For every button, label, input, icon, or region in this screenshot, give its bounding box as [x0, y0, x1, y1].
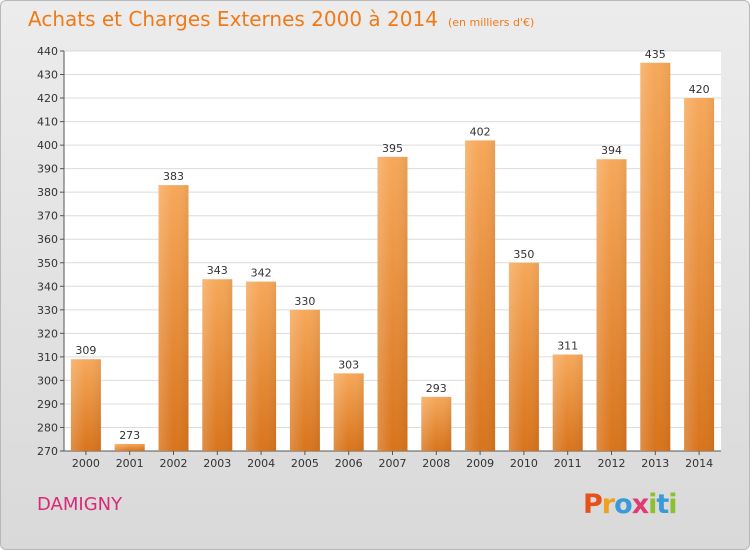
logo-letter: i: [648, 489, 657, 520]
x-tick-label: 2001: [116, 457, 144, 470]
bar-shine: [421, 396, 452, 451]
x-tick-label: 2004: [247, 457, 275, 470]
x-tick-label: 2003: [203, 457, 231, 470]
y-tick-label: 310: [37, 351, 58, 364]
x-tick-label: 2010: [510, 457, 538, 470]
bar-shine: [114, 443, 145, 451]
x-tick-label: 2011: [554, 457, 582, 470]
data-label: 311: [557, 340, 578, 353]
data-label: 435: [645, 48, 666, 61]
x-tick-label: 2008: [422, 457, 450, 470]
chart-unit: (en milliers d'€): [447, 16, 535, 29]
x-tick-label: 2006: [335, 457, 363, 470]
bar-shine: [684, 98, 715, 451]
bar-shine: [596, 159, 627, 451]
logo-letter: r: [601, 489, 615, 520]
logo-letter: i: [668, 489, 677, 520]
bar-shine: [465, 140, 496, 452]
x-tick-label: 2012: [598, 457, 626, 470]
y-tick-label: 330: [37, 304, 58, 317]
x-tick-label: 2009: [466, 457, 494, 470]
chart-title: Achats et Charges Externes 2000 à 2014 (e…: [28, 7, 534, 31]
town-name: DAMIGNY: [37, 494, 123, 515]
y-tick-label: 290: [37, 398, 58, 411]
y-tick-label: 380: [37, 186, 58, 199]
bar-shine: [552, 354, 583, 451]
bar-shine: [333, 373, 364, 451]
y-tick-label: 420: [37, 92, 58, 105]
y-tick-label: 350: [37, 257, 58, 270]
bar-shine: [377, 156, 408, 451]
data-label: 330: [294, 295, 315, 308]
data-label: 273: [119, 429, 140, 442]
bar-shine: [70, 359, 101, 451]
data-label: 395: [382, 142, 403, 155]
data-label: 350: [513, 248, 534, 261]
data-label: 309: [75, 344, 96, 357]
bar-shine: [289, 309, 320, 451]
logo-letter: x: [631, 489, 649, 520]
x-tick-label: 2014: [685, 457, 713, 470]
y-tick-label: 390: [37, 163, 58, 176]
y-tick-label: 400: [37, 139, 58, 152]
y-tick-label: 410: [37, 116, 58, 129]
y-tick-label: 430: [37, 69, 58, 82]
data-label: 402: [470, 125, 491, 138]
bar-shine: [640, 62, 671, 451]
data-label: 394: [601, 144, 622, 157]
bar-shine: [158, 185, 189, 451]
data-label: 383: [163, 170, 184, 183]
data-label: 420: [689, 83, 710, 96]
logo-letter: o: [614, 489, 633, 520]
proxiti-logo: Proxiti: [583, 489, 678, 520]
x-tick-label: 2007: [379, 457, 407, 470]
y-tick-label: 280: [37, 421, 58, 434]
y-tick-label: 340: [37, 280, 58, 293]
x-tick-label: 2002: [160, 457, 188, 470]
y-tick-label: 360: [37, 233, 58, 246]
x-tick-label: 2005: [291, 457, 319, 470]
y-tick-label: 370: [37, 210, 58, 223]
y-tick-label: 270: [37, 445, 58, 458]
logo-letter: t: [656, 489, 669, 520]
logo-letter: P: [583, 489, 603, 520]
y-tick-label: 440: [37, 45, 58, 58]
bar-shine: [508, 262, 539, 451]
data-label: 342: [251, 267, 272, 280]
data-label: 293: [426, 382, 447, 395]
chart-title-text: Achats et Charges Externes 2000 à 2014: [28, 7, 438, 31]
y-tick-label: 320: [37, 327, 58, 340]
y-tick-label: 300: [37, 374, 58, 387]
x-tick-label: 2000: [72, 457, 100, 470]
data-label: 343: [207, 264, 228, 277]
bar-shine: [202, 279, 233, 451]
x-tick-label: 2013: [641, 457, 669, 470]
bar-shine: [246, 281, 277, 451]
data-label: 303: [338, 358, 359, 371]
